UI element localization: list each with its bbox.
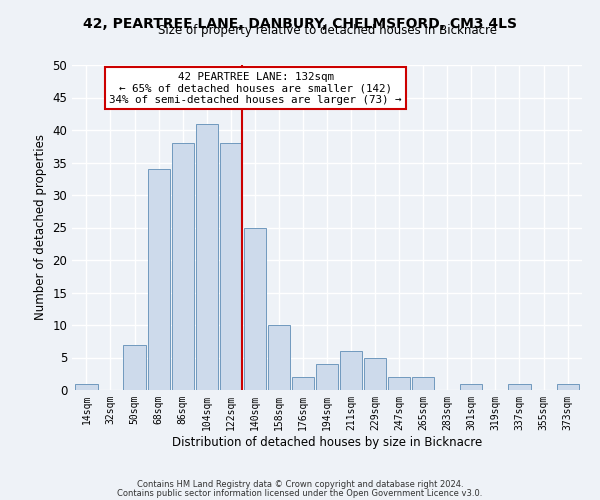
Text: Contains public sector information licensed under the Open Government Licence v3: Contains public sector information licen… [118,488,482,498]
Bar [268,325,290,390]
Bar [460,384,482,390]
Bar [316,364,338,390]
Bar [124,344,146,390]
Bar [172,143,194,390]
Bar [220,143,242,390]
Bar [340,351,362,390]
Bar [292,377,314,390]
Text: Contains HM Land Registry data © Crown copyright and database right 2024.: Contains HM Land Registry data © Crown c… [137,480,463,489]
Bar [148,169,170,390]
Bar [196,124,218,390]
Bar [76,384,98,390]
Bar [364,358,386,390]
Bar [557,384,578,390]
Bar [244,228,266,390]
X-axis label: Distribution of detached houses by size in Bicknacre: Distribution of detached houses by size … [172,436,482,448]
Bar [388,377,410,390]
Text: 42, PEARTREE LANE, DANBURY, CHELMSFORD, CM3 4LS: 42, PEARTREE LANE, DANBURY, CHELMSFORD, … [83,18,517,32]
Y-axis label: Number of detached properties: Number of detached properties [34,134,47,320]
Title: Size of property relative to detached houses in Bicknacre: Size of property relative to detached ho… [157,24,497,38]
Text: 42 PEARTREE LANE: 132sqm
← 65% of detached houses are smaller (142)
34% of semi-: 42 PEARTREE LANE: 132sqm ← 65% of detach… [109,72,402,104]
Bar [412,377,434,390]
Bar [508,384,530,390]
